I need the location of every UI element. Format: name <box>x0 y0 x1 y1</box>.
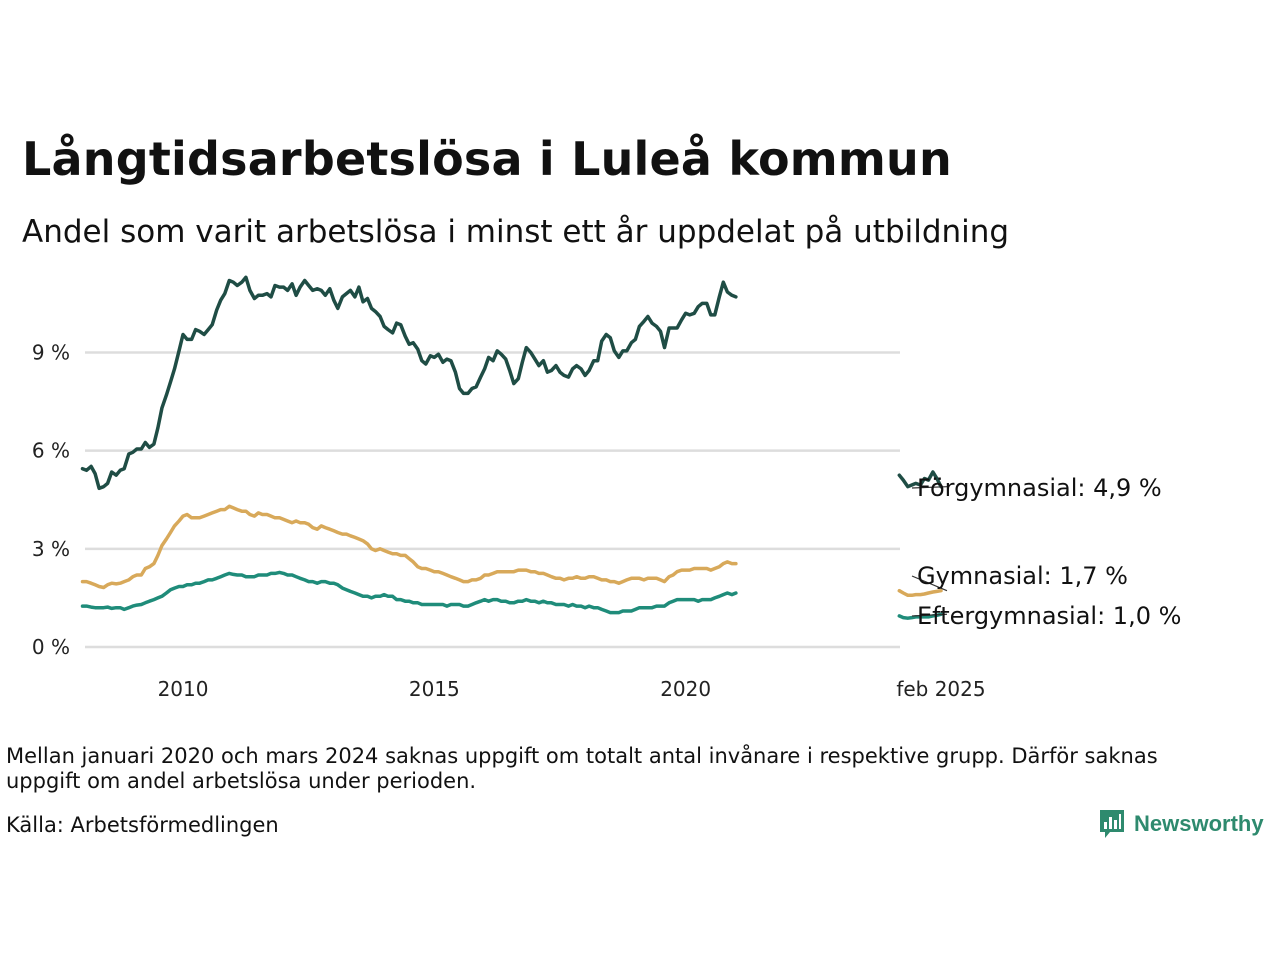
y-tick-label: 9 % <box>32 341 70 365</box>
newsworthy-logo: Newsworthy <box>1098 808 1264 840</box>
footnote: Mellan januari 2020 och mars 2024 saknas… <box>6 744 1158 793</box>
x-tick-label: 2015 <box>409 677 460 701</box>
y-tick-label: 6 % <box>32 439 70 463</box>
page-title: Långtidsarbetslösa i Luleå kommun <box>22 132 952 186</box>
x-axis-tick-labels: 2010 2015 2020 feb 2025 <box>158 677 986 701</box>
grid-lines <box>85 351 900 649</box>
source-text: Källa: Arbetsförmedlingen <box>6 813 279 837</box>
page-subtitle: Andel som varit arbetslösa i minst ett å… <box>22 214 1010 250</box>
series-end-label: Gymnasial: 1,7 % <box>917 562 1128 590</box>
series-end-label: Eftergymnasial: 1,0 % <box>917 602 1181 630</box>
x-tick-label: 2020 <box>660 677 711 701</box>
x-tick-label: feb 2025 <box>896 677 985 701</box>
brand-name: Newsworthy <box>1134 811 1264 836</box>
series-line-eftergymnasial <box>897 612 943 620</box>
label-leader-line <box>911 613 947 617</box>
series-line-eftergymnasial <box>80 570 738 615</box>
series-line-förgymnasial <box>80 275 738 491</box>
y-axis-tick-labels: 0 % 3 % 6 % 9 % <box>32 341 70 659</box>
series-lines <box>80 275 943 620</box>
x-tick-label: 2010 <box>158 677 209 701</box>
bar-chart-icon <box>1100 810 1124 838</box>
y-tick-label: 0 % <box>32 635 70 659</box>
y-tick-label: 3 % <box>32 537 70 561</box>
series-end-labels: Förgymnasial: 4,9 % Gymnasial: 1,7 % Efter… <box>911 474 1181 630</box>
label-leader-line <box>911 486 947 489</box>
series-line-gymnasial <box>80 504 738 590</box>
line-chart: 0 % 3 % 6 % 9 % 2010 2015 2020 feb 2025 Förgym… <box>32 275 1181 701</box>
series-end-label: Förgymnasial: 4,9 % <box>917 474 1162 502</box>
series-line-förgymnasial <box>897 470 943 489</box>
series-line-gymnasial <box>897 588 943 598</box>
label-leader-line <box>911 575 948 592</box>
